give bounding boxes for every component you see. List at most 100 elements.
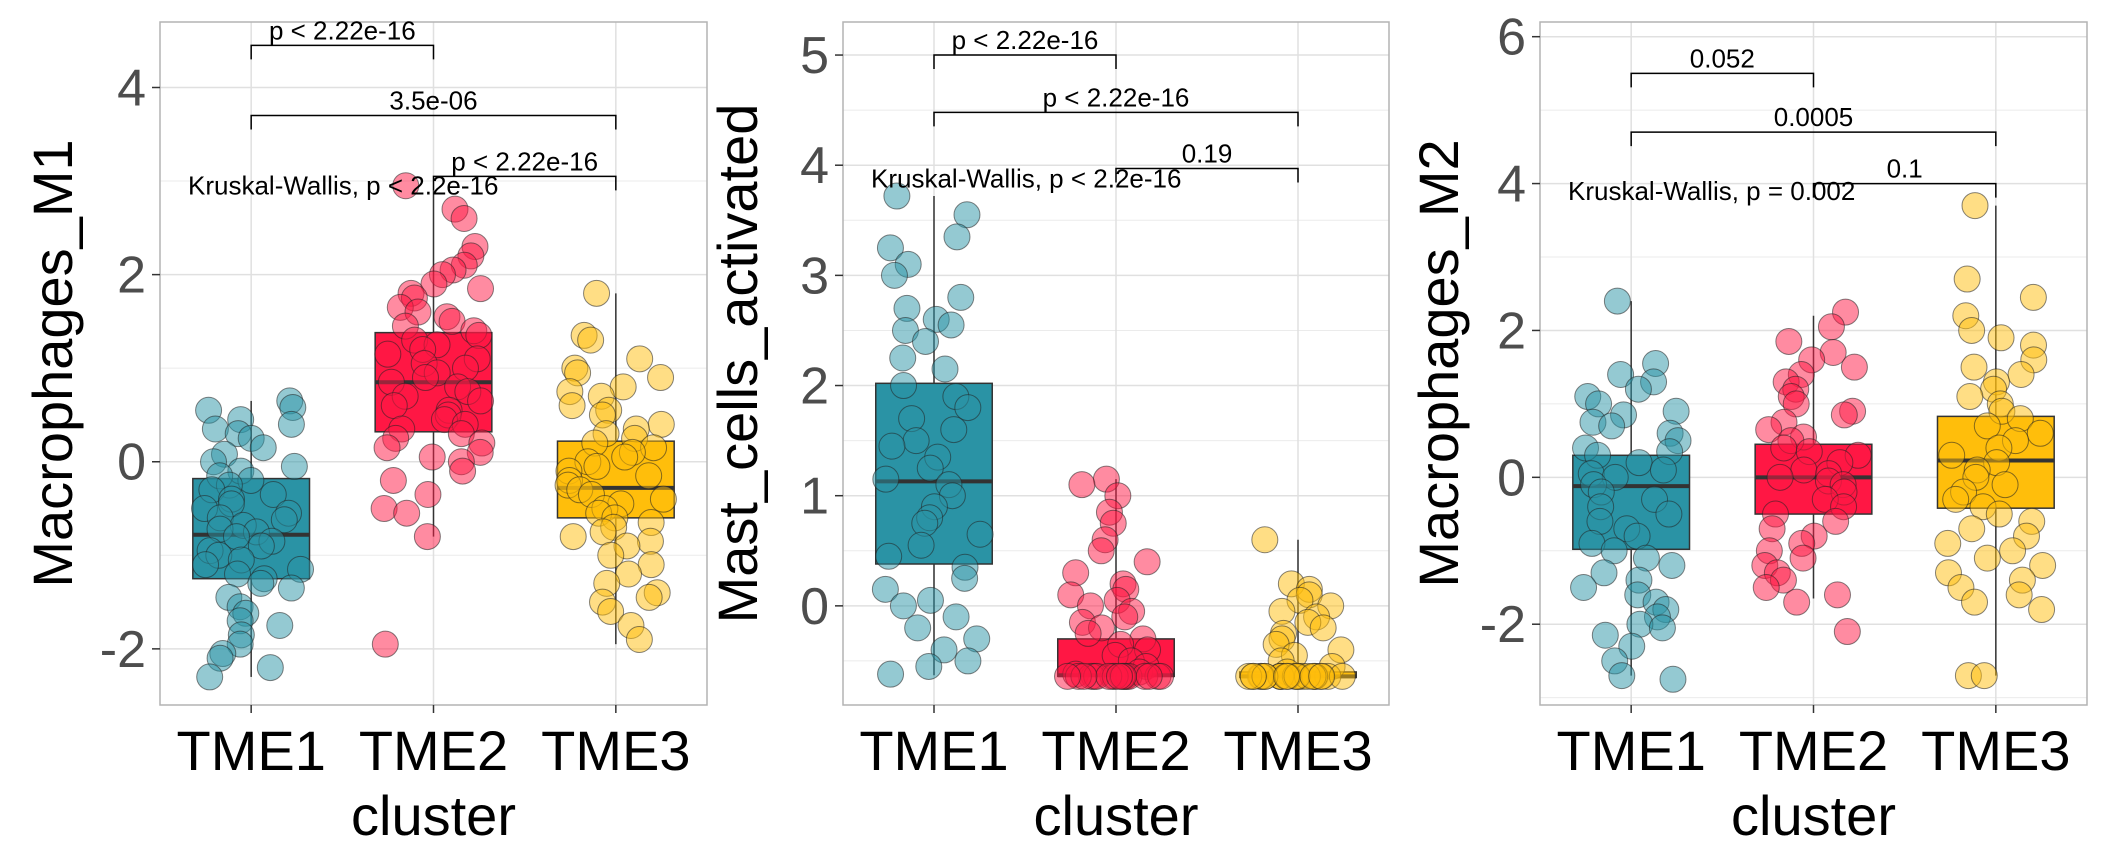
data-point [1755,416,1783,444]
y-axis-title: Macrophages_M1 [21,139,84,587]
data-point [904,614,932,642]
data-point [890,372,918,400]
data-point [966,520,994,548]
data-point [1105,662,1133,690]
y-tick-label: 0 [1497,449,1526,507]
comparison-bracket [933,111,1299,127]
data-point [902,427,930,455]
data-point [465,321,493,349]
data-point [907,531,935,559]
x-axis-title: cluster [1034,784,1199,847]
x-tick-label: TME3 [1921,719,2070,782]
data-point [583,279,611,307]
data-point [1766,463,1794,491]
data-point [1603,287,1631,315]
data-point [880,261,908,289]
comparison-label: p < 2.22e-16 [451,146,598,176]
y-tick-label: -2 [1480,596,1526,654]
data-point [1770,434,1798,462]
data-point [1942,485,1970,513]
data-point [1133,548,1161,576]
data-point [393,499,421,527]
data-point [1239,662,1267,690]
data-point [916,586,944,614]
data-point [589,518,617,546]
data-point [1775,327,1803,355]
y-tick-label: 2 [117,247,146,305]
comparison-bracket [1630,131,1997,147]
y-tick-label: -2 [100,621,146,679]
comparison-bracket [1812,182,1997,198]
data-point [883,182,911,210]
comparison-label: p < 2.22e-16 [1043,82,1190,112]
data-point [876,234,904,262]
data-point [559,523,587,551]
data-point [951,564,979,592]
data-point [1590,559,1618,587]
y-tick-label: 0 [800,578,829,636]
data-point [256,654,284,682]
data-point [898,405,926,433]
comparison-label: 0.19 [1182,139,1233,169]
data-point [1961,192,1989,220]
data-point [1087,537,1115,565]
data-point [247,569,275,597]
data-point [937,311,965,339]
data-point [266,611,294,639]
data-point [1062,559,1090,587]
comparison-bracket [432,175,617,191]
data-point [1659,665,1687,693]
data-point [392,172,420,200]
x-tick-label: TME1 [1556,719,1705,782]
panel-1: p < 2.22e-163.5e-06p < 2.22e-16Kruskal-W… [21,15,708,847]
data-point [1658,551,1686,579]
data-point [577,326,605,354]
data-point [1598,412,1626,440]
data-point [940,416,968,444]
data-point [1068,471,1096,499]
data-point [635,583,663,611]
y-axis-title: Mast_cells_activated [706,104,769,624]
data-point [878,432,906,460]
data-point [647,410,675,438]
x-tick-label: TME2 [1041,719,1190,782]
data-point [1624,375,1652,403]
data-point [1823,581,1851,609]
data-point [649,485,677,513]
data-point [1251,526,1279,554]
data-point [1934,529,1962,557]
data-point [915,652,943,680]
y-tick-label: 4 [800,137,829,195]
data-point [626,345,654,373]
data-point [1783,588,1811,616]
data-point [277,410,305,438]
data-point [196,663,224,691]
data-point [1111,603,1139,631]
comparison-label: 0.052 [1690,43,1755,73]
x-tick-label: TME2 [359,719,508,782]
panel-3: 0.052 0.0005 0.1 Kruskal-Wallis, p = 0.002 -… [1407,9,2088,847]
data-point [597,597,625,625]
x-tick-label: TME1 [176,719,325,782]
data-point [889,344,917,372]
data-point [635,462,663,490]
data-point [450,204,478,232]
data-point [1607,361,1635,389]
panel-2: p < 2.22e-16 p < 2.22e-16 0.19Kruskal-Wall… [706,21,1390,847]
kruskal-label: Kruskal-Wallis, p < 2.2e-16 [188,171,498,201]
data-point [1074,619,1102,647]
data-point [942,603,970,631]
data-point [1970,662,1998,690]
y-tick-label: 1 [800,468,829,526]
y-tick-label: 0 [117,434,146,492]
comparison-bracket [250,114,617,130]
data-point [1752,573,1780,601]
data-point [1054,662,1082,690]
data-point [877,660,905,688]
data-point [954,647,982,675]
data-point [1649,456,1677,484]
comparison-label: 3.5e-06 [389,86,477,116]
data-point [1833,618,1861,646]
data-point [1135,662,1163,690]
data-point [1999,537,2027,565]
